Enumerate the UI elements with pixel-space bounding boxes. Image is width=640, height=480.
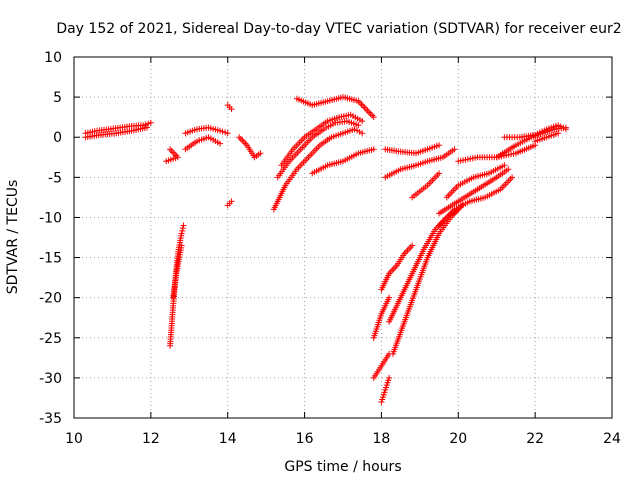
data-point [228,198,235,205]
data-point [501,162,508,169]
data-point [222,129,229,136]
x-tick-label: 16 [296,431,314,447]
series-arc-aa [443,162,508,201]
data-point [409,242,416,249]
series-arc-i [224,198,235,209]
data-point [163,158,170,165]
y-tick-label: 5 [53,90,62,106]
series-arc-j [236,134,264,161]
series-arc-n [293,94,377,121]
data-point [451,146,458,153]
data-point [370,114,377,121]
data-point [224,130,231,137]
x-tick-label: 18 [373,431,391,447]
x-tick-label: 20 [449,431,467,447]
data-point [179,227,186,234]
data-point [509,174,516,181]
series-arc-f [182,124,231,137]
data-point [436,170,443,177]
data-point [562,126,569,133]
data-point [386,294,393,301]
series-arc-g [182,134,224,153]
y-tick-label: -25 [39,331,62,347]
series-arc-k [270,126,366,213]
series-arc-d [167,222,187,349]
series-arc-a [82,119,154,137]
series-arc-w [389,202,466,357]
data-point [180,222,187,229]
data-point [505,166,512,173]
series-arc-y [436,174,516,229]
data-point [386,374,393,381]
series-arc-h [224,102,235,113]
data-point [179,225,186,232]
y-tick-label: -20 [39,291,62,307]
data-point [356,128,363,135]
data-point [359,130,366,137]
series-arc-ae [532,130,562,145]
data-point [178,230,185,237]
x-axis-label: GPS time / hours [284,459,401,475]
series-arc-p [382,142,443,157]
y-tick-label: -10 [39,210,62,226]
data-point [219,128,226,135]
x-tick-label: 10 [65,431,83,447]
series-arc-ad [501,122,569,141]
data-point [370,146,377,153]
data-point [354,127,361,134]
x-tick-label: 14 [219,431,237,447]
data-point [144,124,151,131]
data-point [228,106,235,113]
ticks-layer: 10 12 14 16 18 20 22 24 10 5 0 -5 -10 -15 -20 -25 -30 -35 [39,50,621,447]
series-arc-q [382,146,458,181]
y-axis-label: SDTVAR / TECUs [5,180,21,295]
y-tick-label: 10 [44,50,62,66]
grid-layer [74,57,612,418]
y-tick-label: -5 [48,170,62,186]
y-tick-label: -30 [39,371,62,387]
series-arc-m [278,111,366,169]
x-tick-label: 22 [526,431,544,447]
series-arc-b [82,124,151,141]
data-point [217,127,224,134]
data-point [555,130,562,137]
data-point [351,126,358,133]
data-point [145,120,152,127]
series-arc-o [309,146,377,177]
series-arc-s [370,294,393,341]
series-arc-t [370,350,393,381]
series-arc-c [163,146,181,165]
data-point [178,242,185,249]
series-arc-ab [455,142,539,165]
series-arc-e [170,242,185,301]
series-arc-u [378,374,393,405]
chart-title: Day 152 of 2021, Sidereal Day-to-day VTE… [56,21,621,37]
axes-layer [73,56,613,419]
data-point [436,142,443,149]
series-arc-l [274,118,362,181]
data-point [355,122,362,129]
data-point [557,123,564,130]
plot-frame [73,56,613,419]
data-point [142,121,149,128]
data-point [459,202,466,209]
data-point [217,140,224,147]
series-arc-r [409,170,443,201]
data-point [359,118,366,125]
marks-layer [82,94,569,405]
data-point [560,124,567,131]
data-point [147,119,154,126]
x-tick-label: 12 [142,431,160,447]
series-arc-v [378,242,416,293]
y-tick-label: 0 [53,130,62,146]
y-tick-label: -15 [39,251,62,267]
data-point [555,122,562,129]
data-point [257,150,264,157]
x-tick-label: 24 [603,431,621,447]
y-tick-label: -35 [39,411,62,427]
series-arc-z [436,166,512,217]
